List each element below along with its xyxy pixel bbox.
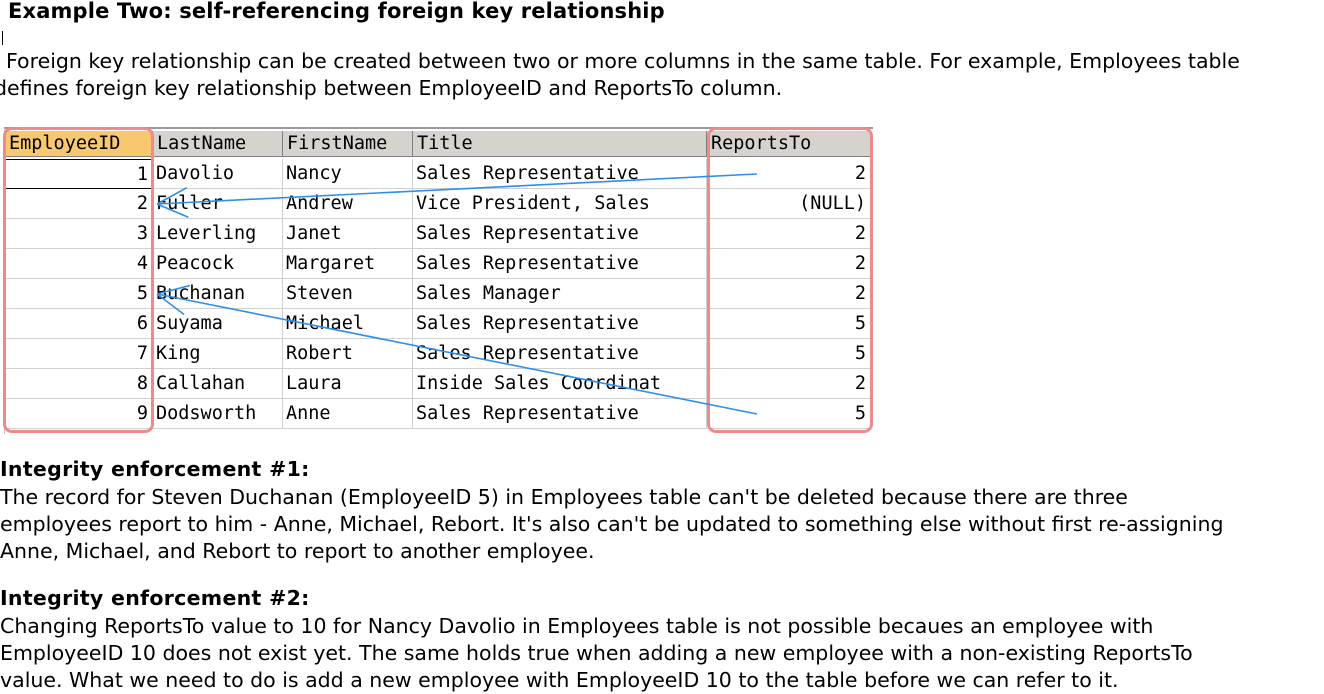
section2-line: Changing ReportsTo value to 10 for Nancy… — [0, 614, 1154, 638]
cell-title[interactable]: Inside Sales Coordinat — [413, 369, 707, 399]
cell-title[interactable]: Sales Representative — [413, 159, 707, 189]
table-row[interactable]: 2 Fuller Andrew Vice President, Sales (NULL) — [5, 189, 871, 219]
cell-firstname[interactable]: Michael — [283, 309, 413, 339]
section1-title: Integrity enforcement #1: — [0, 457, 310, 481]
section1-line: Anne, Michael, and Rebort to report to a… — [0, 539, 595, 563]
cell-lastname[interactable]: Suyama — [153, 309, 283, 339]
section2-line: value. What we need to do is add a new e… — [0, 668, 1119, 692]
cell-employeeid[interactable]: 5 — [5, 279, 153, 309]
cell-title[interactable]: Sales Representative — [413, 399, 707, 429]
cell-reportsto[interactable]: 2 — [707, 249, 871, 279]
cell-employeeid[interactable]: 6 — [5, 309, 153, 339]
table-row[interactable]: 1 Davolio Nancy Sales Representative 2 — [5, 159, 871, 189]
cell-employeeid[interactable]: 7 — [5, 339, 153, 369]
section1-body: The record for Steven Duchanan (Employee… — [0, 484, 1223, 565]
cell-employeeid[interactable]: 4 — [5, 249, 153, 279]
intro-line: Foreign key relationship can be created … — [6, 49, 1240, 73]
cell-firstname[interactable]: Robert — [283, 339, 413, 369]
cell-firstname[interactable]: Margaret — [283, 249, 413, 279]
cell-employeeid[interactable]: 1 — [5, 159, 153, 189]
cell-lastname[interactable]: Buchanan — [153, 279, 283, 309]
cell-reportsto[interactable]: (NULL) — [707, 189, 871, 219]
cell-firstname[interactable]: Nancy — [283, 159, 413, 189]
cell-title[interactable]: Sales Representative — [413, 339, 707, 369]
table-row[interactable]: 3 Leverling Janet Sales Representative 2 — [5, 219, 871, 249]
table-row[interactable]: 8 Callahan Laura Inside Sales Coordinat 2 — [5, 369, 871, 399]
cell-lastname[interactable]: Davolio — [153, 159, 283, 189]
cell-firstname[interactable]: Andrew — [283, 189, 413, 219]
cell-employeeid[interactable]: 3 — [5, 219, 153, 249]
table-row[interactable]: 4 Peacock Margaret Sales Representative 2 — [5, 249, 871, 279]
section1-line: The record for Steven Duchanan (Employee… — [0, 485, 1128, 509]
cell-firstname[interactable]: Janet — [283, 219, 413, 249]
cell-reportsto[interactable]: 2 — [707, 279, 871, 309]
cell-employeeid[interactable]: 8 — [5, 369, 153, 399]
table-row[interactable]: 7 King Robert Sales Representative 5 — [5, 339, 871, 369]
cell-reportsto[interactable]: 2 — [707, 369, 871, 399]
column-header-employeeid[interactable]: EmployeeID — [5, 131, 153, 157]
section2-title: Integrity enforcement #2: — [0, 586, 310, 610]
cell-lastname[interactable]: Fuller — [153, 189, 283, 219]
cell-firstname[interactable]: Laura — [283, 369, 413, 399]
cell-reportsto[interactable]: 5 — [707, 399, 871, 429]
cell-employeeid[interactable]: 2 — [5, 189, 153, 219]
cell-lastname[interactable]: Peacock — [153, 249, 283, 279]
cell-employeeid[interactable]: 9 — [5, 399, 153, 429]
table-row[interactable]: 6 Suyama Michael Sales Representative 5 — [5, 309, 871, 339]
employees-table: EmployeeID LastName FirstName Title Repo… — [3, 127, 873, 434]
column-header-title[interactable]: Title — [413, 131, 707, 157]
text-cursor — [2, 31, 3, 45]
section2-line: EmployeeID 10 does not exist yet. The sa… — [0, 641, 1193, 665]
column-header-firstname[interactable]: FirstName — [283, 131, 413, 157]
cell-reportsto[interactable]: 5 — [707, 339, 871, 369]
cell-title[interactable]: Sales Representative — [413, 249, 707, 279]
intro-paragraph: Foreign key relationship can be created … — [0, 48, 1240, 102]
page-title: Example Two: self-referencing foreign ke… — [8, 0, 665, 23]
cell-firstname[interactable]: Anne — [283, 399, 413, 429]
cell-title[interactable]: Sales Representative — [413, 309, 707, 339]
cell-lastname[interactable]: Callahan — [153, 369, 283, 399]
cell-lastname[interactable]: Leverling — [153, 219, 283, 249]
table-row[interactable]: 9 Dodsworth Anne Sales Representative 5 — [5, 399, 871, 429]
column-header-lastname[interactable]: LastName — [153, 131, 283, 157]
cell-lastname[interactable]: Dodsworth — [153, 399, 283, 429]
cell-title[interactable]: Vice President, Sales — [413, 189, 707, 219]
cell-firstname[interactable]: Steven — [283, 279, 413, 309]
cell-lastname[interactable]: King — [153, 339, 283, 369]
intro-line: defines foreign key relationship between… — [0, 76, 783, 100]
cell-reportsto[interactable]: 5 — [707, 309, 871, 339]
table-row[interactable]: 5 Buchanan Steven Sales Manager 2 — [5, 279, 871, 309]
cell-title[interactable]: Sales Manager — [413, 279, 707, 309]
cell-title[interactable]: Sales Representative — [413, 219, 707, 249]
section2-body: Changing ReportsTo value to 10 for Nancy… — [0, 613, 1193, 694]
column-header-reportsto[interactable]: ReportsTo — [707, 131, 871, 157]
section1-line: employees report to him - Anne, Michael,… — [0, 512, 1224, 536]
cell-reportsto[interactable]: 2 — [707, 159, 871, 189]
cell-reportsto[interactable]: 2 — [707, 219, 871, 249]
